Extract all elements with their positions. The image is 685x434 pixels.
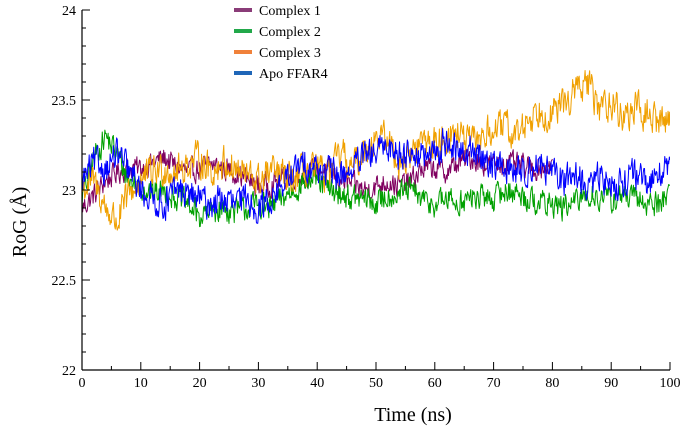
x-tick-label: 10 — [134, 376, 148, 391]
x-axis-title: Time (ns) — [374, 404, 452, 426]
y-tick-label: 22 — [62, 364, 76, 379]
y-tick-label: 23 — [62, 184, 76, 199]
y-tick-group: 22 22.5 23 23.5 24 — [52, 4, 90, 379]
x-tick-label: 50 — [369, 376, 383, 391]
x-tick-label: 70 — [487, 376, 501, 391]
y-axis-title: RoG (Å) — [9, 187, 31, 258]
legend-label: Apo FFAR4 — [259, 67, 328, 82]
y-tick-label: 22.5 — [52, 274, 77, 289]
x-tick-label: 20 — [193, 376, 207, 391]
series-line-complex-3 — [82, 70, 670, 231]
x-tick-label: 90 — [604, 376, 618, 391]
x-tick-label: 30 — [251, 376, 265, 391]
x-tick-label: 40 — [310, 376, 324, 391]
legend: Complex 1 Complex 2 Complex 3 Apo FFAR4 — [234, 4, 328, 82]
legend-label: Complex 1 — [259, 4, 321, 19]
y-tick-label: 24 — [62, 4, 76, 19]
x-tick-label: 100 — [660, 376, 681, 391]
legend-label: Complex 2 — [259, 25, 321, 40]
series-line-complex-2 — [82, 129, 670, 228]
x-tick-label: 80 — [545, 376, 559, 391]
x-tick-label: 60 — [428, 376, 442, 391]
series-layer — [82, 70, 670, 231]
legend-label: Complex 3 — [259, 46, 321, 61]
y-tick-label: 23.5 — [52, 94, 77, 109]
x-tick-label: 0 — [79, 376, 86, 391]
x-tick-group: 0 10 20 30 40 50 60 70 80 90 100 — [79, 362, 681, 391]
series-line-apo-ffar4 — [82, 127, 670, 224]
